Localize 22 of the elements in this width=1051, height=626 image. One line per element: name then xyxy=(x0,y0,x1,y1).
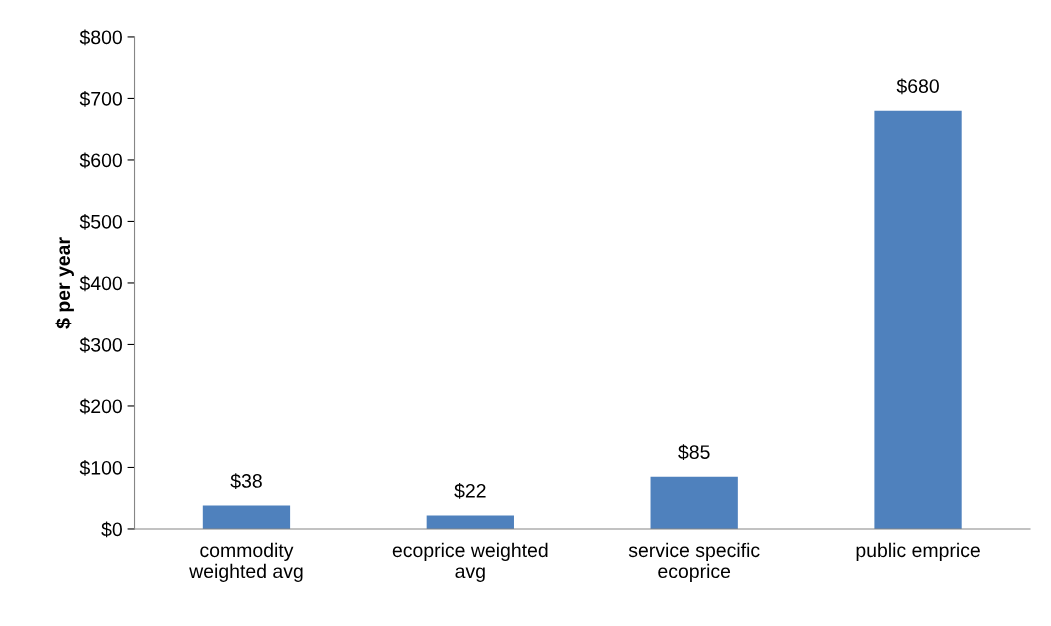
x-tick-label: commodity weighted avg xyxy=(189,542,303,582)
data-label: $85 xyxy=(678,444,710,461)
y-tick-label: $400 xyxy=(79,275,122,292)
y-tick-label: $0 xyxy=(101,521,122,538)
x-tick-label: service specific ecoprice xyxy=(628,542,760,582)
y-tick-label: $100 xyxy=(79,460,122,476)
bar xyxy=(650,476,738,529)
y-tick-label: $300 xyxy=(79,337,122,353)
x-tick-label: public emprice xyxy=(856,542,980,561)
y-tick-label: $700 xyxy=(79,91,122,107)
data-label: $680 xyxy=(896,78,939,95)
data-label: $22 xyxy=(454,483,486,499)
bar xyxy=(202,505,291,529)
y-axis-title: $ per year xyxy=(55,237,74,329)
x-tick-label: ecoprice weighted avg xyxy=(392,542,548,582)
y-tick-label: $500 xyxy=(79,214,122,230)
bar xyxy=(874,110,962,529)
y-tick-label: $800 xyxy=(79,29,122,46)
y-tick-label: $200 xyxy=(79,398,122,415)
data-label: $38 xyxy=(230,473,262,490)
y-tick-label: $600 xyxy=(79,152,122,169)
bar xyxy=(426,515,514,529)
